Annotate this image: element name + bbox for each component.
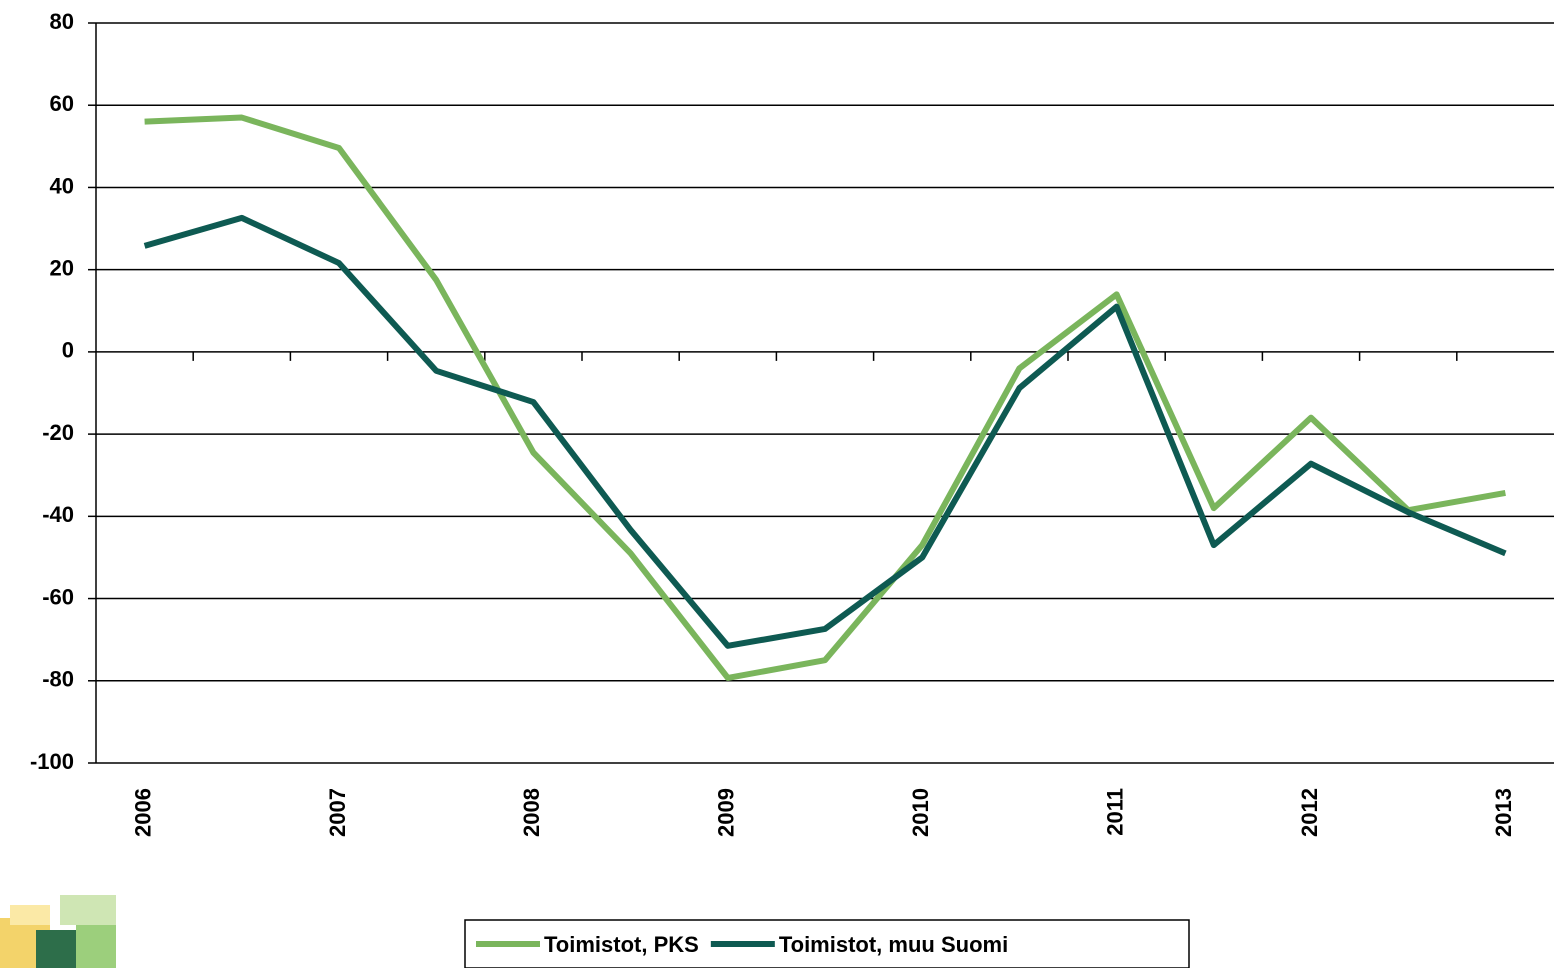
x-tick-label: 2009 <box>714 788 739 837</box>
series-line <box>143 214 1507 649</box>
x-tick-label: 2010 <box>908 788 933 837</box>
logo <box>0 895 116 968</box>
logo-cube <box>10 905 50 925</box>
y-tick-label: -80 <box>42 667 74 692</box>
x-tick-label: 2006 <box>130 788 155 837</box>
x-tick-label: 2008 <box>519 788 544 837</box>
y-tick-label: -40 <box>42 502 74 527</box>
x-tick-label: 2013 <box>1491 788 1516 837</box>
y-tick-label: -60 <box>42 584 74 609</box>
x-tick-label: 2011 <box>1102 788 1127 836</box>
y-tick-label: 60 <box>50 91 74 116</box>
y-tick-label: 80 <box>50 9 74 34</box>
series-line <box>144 114 1506 681</box>
y-tick-label: -100 <box>30 749 74 774</box>
legend-box <box>464 919 1190 968</box>
legend-label: Toimistot, PKS <box>544 932 699 957</box>
logo-cube <box>76 925 116 968</box>
legend-label: Toimistot, muu Suomi <box>779 932 1008 957</box>
y-tick-label: 20 <box>50 255 74 280</box>
y-tick-label: 40 <box>50 173 74 198</box>
logo-cube <box>36 930 76 968</box>
y-tick-label: 0 <box>62 338 74 363</box>
x-tick-label: 2007 <box>325 788 350 837</box>
x-tick-label: 2012 <box>1297 788 1322 837</box>
logo-cube <box>60 895 116 925</box>
y-tick-label: -20 <box>42 420 74 445</box>
